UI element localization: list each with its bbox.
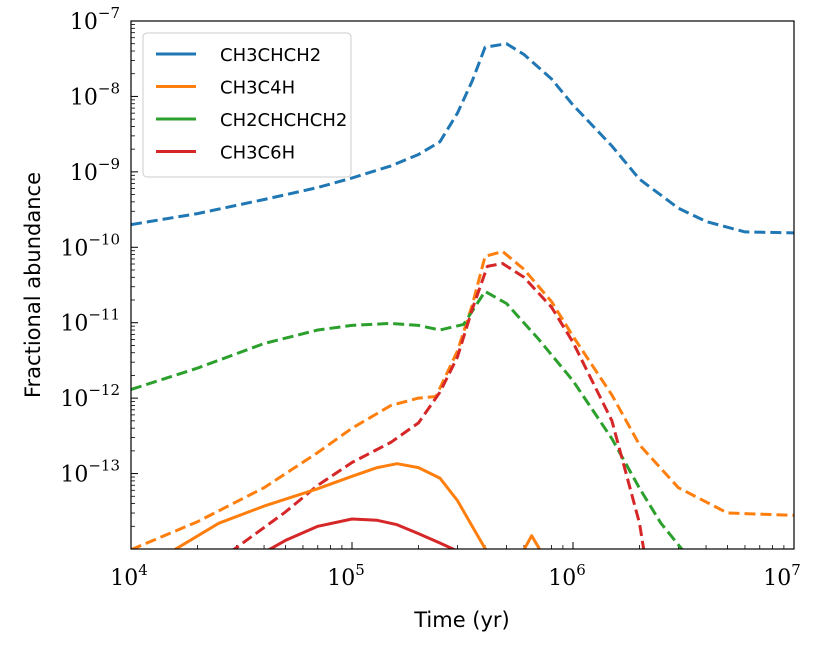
legend-box — [142, 32, 352, 178]
legend-entry: CH3C6H — [156, 143, 295, 164]
series-line-ch3c6h-dashed — [232, 262, 646, 549]
x-tick-label: 104 — [110, 561, 148, 591]
x-tick-label: 106 — [548, 561, 586, 591]
legend-label: CH3C6H — [220, 143, 295, 164]
y-axis-label: Fractional abundance — [21, 172, 45, 398]
legend-label: CH3C4H — [220, 78, 295, 99]
y-tick-label: 10−7 — [70, 4, 120, 35]
legend-label: CH2CHCHCH2 — [220, 110, 347, 131]
series-group — [131, 42, 794, 549]
y-tick-label: 10−11 — [60, 306, 120, 337]
x-tick-label: 107 — [763, 561, 801, 591]
legend: CH3CHCH2 CH3C4H CH2CHCHCH2 CH3C6H — [142, 32, 352, 178]
y-tick-labels: 10−13 10−12 10−11 10−10 10−9 10−8 10−7 — [60, 4, 120, 488]
series-line-ch3c6h-solid — [267, 517, 457, 549]
series-line-ch3chch2-dashed — [131, 42, 794, 235]
x-tick-labels: 104 105 106 107 — [110, 561, 801, 591]
y-tick-label: 10−12 — [60, 381, 120, 412]
series-line-ch3c4h-dashed — [131, 250, 794, 549]
series-line-ch3c4h-solid — [172, 462, 488, 549]
y-tick-label: 10−10 — [60, 230, 120, 261]
y-tick-label: 10−13 — [60, 457, 120, 488]
legend-label: CH3CHCH2 — [220, 45, 321, 66]
legend-entry: CH2CHCHCH2 — [156, 110, 347, 131]
x-tick-label: 105 — [327, 561, 365, 591]
x-axis-label: Time (yr) — [413, 608, 510, 632]
plot-frame — [130, 20, 795, 550]
series-line-ch3c4h-solid — [522, 534, 542, 549]
y-tick-label: 10−8 — [70, 79, 120, 110]
legend-entry: CH3CHCH2 — [156, 45, 321, 66]
legend-entry: CH3C4H — [156, 78, 295, 99]
y-tick-label: 10−9 — [70, 155, 120, 186]
